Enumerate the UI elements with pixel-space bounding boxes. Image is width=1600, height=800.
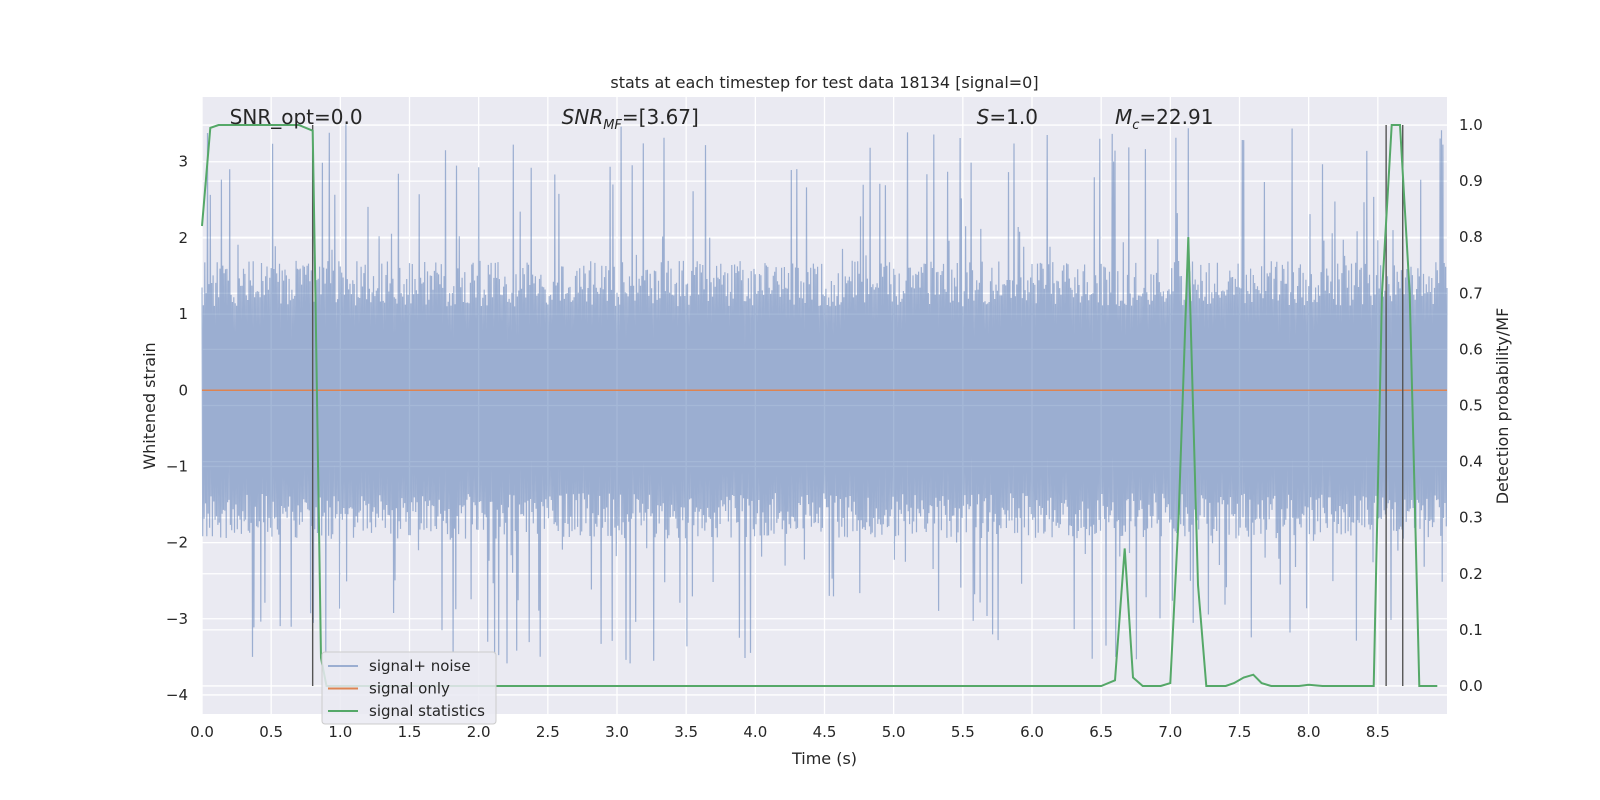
y-left-tick-label: −3	[166, 610, 188, 628]
annotation-value: =1.0	[989, 105, 1038, 129]
chart-title: stats at each timestep for test data 181…	[610, 73, 1038, 92]
x-tick-label: 7.5	[1228, 723, 1252, 741]
x-tick-label: 1.5	[398, 723, 422, 741]
y-right-tick-label: 1.0	[1459, 116, 1483, 134]
legend-label: signal statistics	[369, 702, 485, 720]
y-right-tick-label: 0.6	[1459, 340, 1483, 358]
annotation-2: S=1.0	[977, 105, 1038, 129]
y-right-tick-label: 0.2	[1459, 565, 1483, 583]
y-axis-label-right: Detection probability/MF	[1493, 308, 1512, 505]
x-tick-label: 6.5	[1089, 723, 1113, 741]
y-left-tick-label: −4	[166, 686, 188, 704]
series-signal-statistics	[201, 124, 1438, 687]
tick-labels: 0.0 0.5 1.0 1.5 2.0 2.5 3.0 3.5 4.0 4.5 5.0 5.5 6.0 6…	[166, 116, 1483, 741]
legend-label: signal+ noise	[369, 657, 471, 675]
y-right-tick-label: 0.4	[1459, 453, 1483, 471]
y-right-tick-label: 0.9	[1459, 172, 1483, 190]
x-tick-label: 5.0	[882, 723, 906, 741]
y-right-tick-label: 0.8	[1459, 228, 1483, 246]
x-tick-label: 2.5	[536, 723, 560, 741]
y-left-tick-label: 1	[178, 305, 188, 323]
x-tick-label: 0.5	[259, 723, 283, 741]
annotation-value: =[3.67]	[622, 105, 699, 129]
series-signal-plus-noise	[201, 124, 1448, 664]
x-tick-label: 3.0	[605, 723, 629, 741]
y-right-tick-label: 0.1	[1459, 621, 1483, 639]
annotations: SNR_opt=0.0 SNRMF=[3.67] S=1.0 Mc=22.91	[230, 105, 1214, 133]
y-right-tick-label: 0.3	[1459, 509, 1483, 527]
series-layer	[201, 124, 1448, 687]
x-tick-label: 2.0	[467, 723, 491, 741]
y-right-tick-label: 0.0	[1459, 677, 1483, 695]
y-left-tick-label: 3	[178, 153, 188, 171]
x-tick-label: 1.0	[328, 723, 352, 741]
y-axis-label-left: Whitened strain	[140, 342, 159, 469]
x-tick-label: 7.0	[1158, 723, 1182, 741]
x-tick-label: 3.5	[674, 723, 698, 741]
y-left-tick-label: 0	[178, 381, 188, 399]
legend: signal+ noise signal only signal statistic…	[321, 651, 497, 725]
x-tick-label: 8.5	[1366, 723, 1390, 741]
y-right-tick-label: 0.5	[1459, 397, 1483, 415]
legend-label: signal only	[369, 680, 450, 698]
annotation-main: SNR	[562, 105, 604, 129]
x-tick-label: 4.0	[743, 723, 767, 741]
annotation-3: Mc=22.91	[1115, 105, 1213, 133]
annotation-main: SNR_opt=0.0	[230, 105, 363, 129]
annotation-main: M	[1115, 105, 1132, 129]
annotation-1: SNRMF=[3.67]	[562, 105, 699, 133]
annotation-0: SNR_opt=0.0	[230, 105, 363, 129]
x-tick-label: 4.5	[813, 723, 837, 741]
x-axis-label: Time (s)	[791, 749, 857, 768]
annotation-subscript: c	[1132, 118, 1139, 133]
y-right-tick-label: 0.7	[1459, 284, 1483, 302]
y-left-tick-label: −1	[166, 457, 188, 475]
x-tick-label: 8.0	[1297, 723, 1321, 741]
x-tick-label: 0.0	[190, 723, 214, 741]
y-left-tick-label: −2	[166, 534, 188, 552]
y-left-tick-label: 2	[178, 229, 188, 247]
legend-box	[321, 651, 497, 725]
annotation-subscript: MF	[603, 118, 622, 133]
annotation-main: S	[977, 105, 990, 129]
x-tick-label: 5.5	[951, 723, 975, 741]
x-tick-label: 6.0	[1020, 723, 1044, 741]
annotation-value: =22.91	[1139, 105, 1213, 129]
